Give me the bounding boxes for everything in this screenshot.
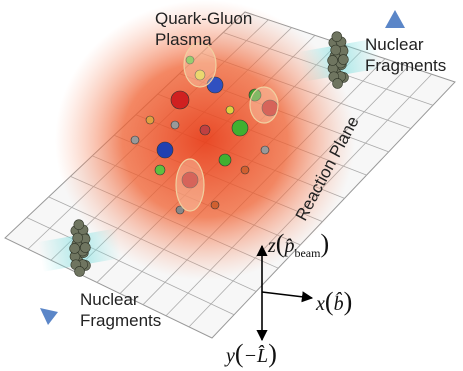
axis-argument: −L̂ bbox=[244, 344, 269, 367]
particle bbox=[155, 165, 165, 175]
paren: ) bbox=[268, 339, 277, 368]
paren: ( bbox=[325, 287, 334, 316]
nucleon bbox=[333, 78, 343, 88]
axis-symbol: x bbox=[315, 293, 325, 315]
x-axis-label: x(b̂) bbox=[315, 287, 352, 316]
hadron bbox=[250, 87, 278, 123]
axis-argument: p̂ bbox=[282, 235, 294, 257]
particle bbox=[261, 146, 269, 154]
x-axis bbox=[262, 292, 312, 298]
particle bbox=[157, 142, 173, 158]
paren: ( bbox=[235, 339, 244, 368]
nucleon bbox=[75, 266, 85, 276]
nucleon bbox=[328, 55, 338, 65]
qgp-label: Quark-Gluon bbox=[155, 9, 252, 28]
nucleon bbox=[80, 243, 90, 253]
diagram: Quark-Gluon Plasma Nuclear Fragments Nuc… bbox=[0, 0, 463, 371]
paren: ) bbox=[320, 229, 329, 258]
axis-argument: b̂ bbox=[334, 291, 344, 315]
particle bbox=[171, 91, 189, 109]
paren: ( bbox=[276, 229, 285, 258]
fragments-label: Fragments bbox=[365, 56, 446, 75]
hadron bbox=[184, 43, 216, 87]
beam-arrow-up bbox=[385, 10, 405, 28]
hadron bbox=[176, 159, 204, 211]
qgp-label: Plasma bbox=[155, 30, 212, 49]
particle bbox=[131, 136, 139, 144]
fragments-label: Fragments bbox=[80, 311, 161, 330]
particle bbox=[219, 154, 231, 166]
nucleon bbox=[74, 220, 84, 230]
axis-subscript: beam bbox=[294, 246, 321, 260]
particle bbox=[232, 120, 248, 136]
particle bbox=[226, 106, 234, 114]
particle bbox=[211, 201, 219, 209]
paren: ) bbox=[344, 287, 353, 316]
axis-symbol: z bbox=[267, 235, 276, 257]
beam-arrow-down bbox=[40, 308, 58, 325]
axis-symbol: y bbox=[224, 345, 235, 367]
particle bbox=[171, 121, 179, 129]
nucleon bbox=[73, 233, 83, 243]
nucleon bbox=[332, 32, 342, 42]
nucleon bbox=[331, 45, 341, 55]
particle bbox=[241, 166, 249, 174]
fragments-label: Nuclear bbox=[80, 290, 139, 309]
fragments-label: Nuclear bbox=[365, 35, 424, 54]
particle bbox=[200, 125, 210, 135]
nucleon bbox=[70, 243, 80, 253]
y-axis-label: y(−L̂) bbox=[224, 339, 277, 368]
nucleon bbox=[338, 55, 348, 65]
particle bbox=[146, 116, 154, 124]
